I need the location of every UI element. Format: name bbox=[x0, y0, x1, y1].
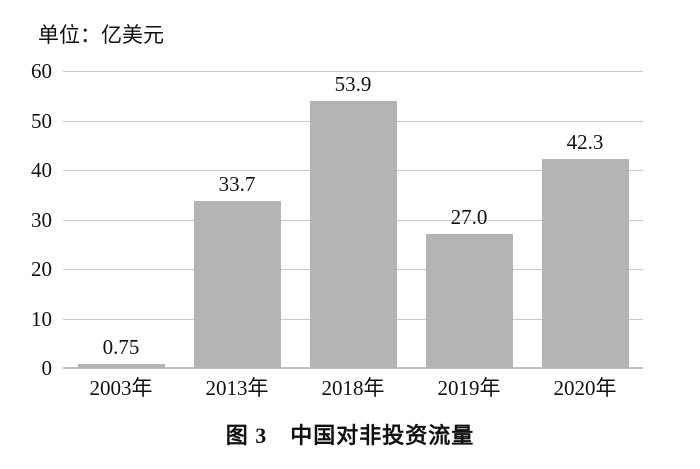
x-tick-label: 2019年 bbox=[437, 376, 501, 400]
bar bbox=[425, 234, 513, 368]
x-tick-label: 2003年 bbox=[89, 376, 153, 400]
bar-value-label: 42.3 bbox=[566, 129, 604, 154]
bar-value-label: 27.0 bbox=[450, 205, 488, 230]
y-tick-label: 50 bbox=[31, 108, 52, 133]
bar bbox=[77, 364, 165, 368]
unit-label: 单位：亿美元 bbox=[38, 23, 164, 47]
x-tick-label: 2020年 bbox=[553, 376, 617, 400]
x-axis-line bbox=[63, 367, 643, 369]
bar-value-label: 0.75 bbox=[102, 335, 140, 360]
bar bbox=[309, 101, 397, 368]
figure-caption: 图 3 中国对非投资流量 bbox=[225, 423, 475, 448]
x-tick-label: 2013年 bbox=[205, 376, 269, 400]
bar-value-label: 53.9 bbox=[334, 72, 372, 97]
bar-value-label: 33.7 bbox=[218, 172, 256, 197]
bar bbox=[193, 201, 281, 368]
y-tick-label: 0 bbox=[41, 356, 53, 380]
x-tick-label: 2018年 bbox=[321, 376, 385, 400]
y-tick-label: 30 bbox=[31, 207, 52, 232]
bar bbox=[541, 158, 629, 368]
gridline bbox=[63, 71, 643, 72]
y-tick-label: 60 bbox=[31, 59, 52, 83]
y-tick-label: 10 bbox=[31, 306, 52, 331]
y-tick-label: 20 bbox=[31, 257, 52, 281]
y-tick-label: 40 bbox=[31, 158, 52, 182]
